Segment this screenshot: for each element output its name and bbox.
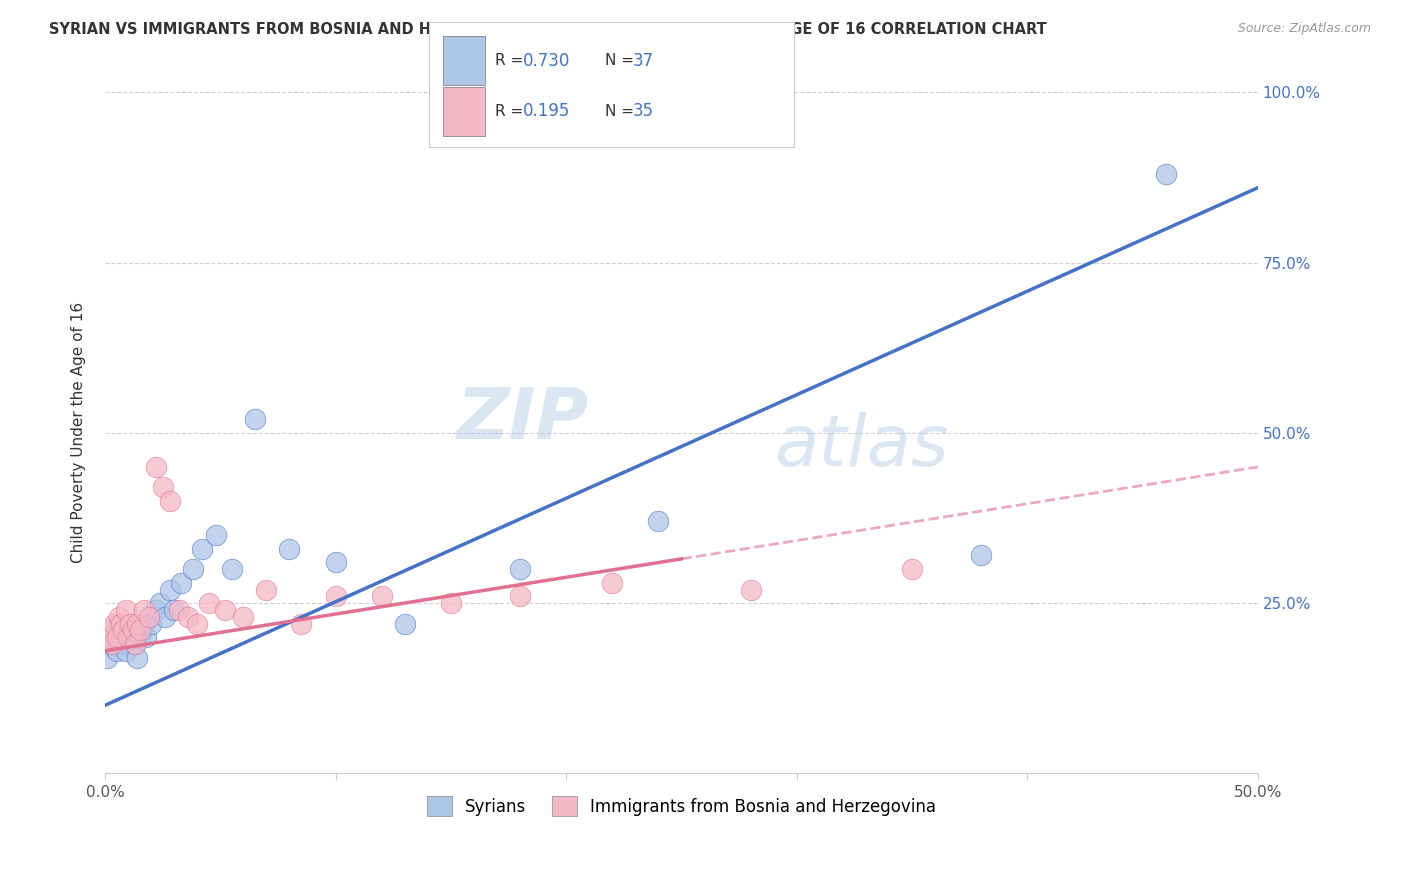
Text: 0.195: 0.195 bbox=[523, 103, 571, 120]
Point bbox=[139, 616, 162, 631]
Point bbox=[124, 637, 146, 651]
Point bbox=[221, 562, 243, 576]
Text: 35: 35 bbox=[633, 103, 654, 120]
Point bbox=[325, 590, 347, 604]
Point bbox=[135, 630, 157, 644]
Point bbox=[121, 624, 143, 638]
Text: 37: 37 bbox=[633, 52, 654, 70]
Text: R =: R = bbox=[495, 104, 529, 119]
Point bbox=[278, 541, 301, 556]
Point bbox=[112, 630, 135, 644]
Text: SYRIAN VS IMMIGRANTS FROM BOSNIA AND HERZEGOVINA CHILD POVERTY UNDER THE AGE OF : SYRIAN VS IMMIGRANTS FROM BOSNIA AND HER… bbox=[49, 22, 1047, 37]
Point bbox=[170, 575, 193, 590]
Point bbox=[186, 616, 208, 631]
Point bbox=[509, 562, 531, 576]
Point bbox=[214, 603, 236, 617]
Point bbox=[128, 630, 150, 644]
Point bbox=[101, 630, 124, 644]
Point bbox=[96, 630, 118, 644]
Point bbox=[290, 616, 312, 631]
Point bbox=[243, 412, 266, 426]
Point bbox=[159, 582, 181, 597]
Point bbox=[127, 616, 149, 631]
Point bbox=[114, 603, 136, 617]
Point bbox=[117, 630, 139, 644]
Point bbox=[370, 590, 392, 604]
Point bbox=[1154, 167, 1177, 181]
Point bbox=[110, 637, 132, 651]
Point bbox=[177, 609, 200, 624]
Text: Source: ZipAtlas.com: Source: ZipAtlas.com bbox=[1237, 22, 1371, 36]
Text: 0.730: 0.730 bbox=[523, 52, 571, 70]
Point bbox=[114, 644, 136, 658]
Point bbox=[163, 603, 186, 617]
Point bbox=[128, 624, 150, 638]
Point bbox=[134, 603, 156, 617]
Point bbox=[509, 590, 531, 604]
Point bbox=[600, 575, 623, 590]
Point bbox=[121, 616, 143, 631]
Point bbox=[145, 603, 167, 617]
Point bbox=[901, 562, 924, 576]
Point bbox=[108, 616, 131, 631]
Point bbox=[124, 637, 146, 651]
Point bbox=[325, 555, 347, 569]
Point bbox=[98, 637, 121, 651]
Point bbox=[105, 630, 128, 644]
Text: N =: N = bbox=[605, 104, 638, 119]
Point bbox=[191, 541, 214, 556]
Point bbox=[254, 582, 277, 597]
Y-axis label: Child Poverty Under the Age of 16: Child Poverty Under the Age of 16 bbox=[72, 302, 86, 564]
Text: R =: R = bbox=[495, 54, 529, 68]
Text: N =: N = bbox=[605, 54, 638, 68]
Point bbox=[167, 603, 190, 617]
Point bbox=[138, 609, 160, 624]
Point bbox=[120, 616, 142, 631]
Point bbox=[131, 624, 153, 638]
Point bbox=[232, 609, 254, 624]
Point bbox=[98, 624, 121, 638]
Point bbox=[204, 528, 226, 542]
Point bbox=[440, 596, 463, 610]
Point bbox=[103, 624, 125, 638]
Point bbox=[127, 650, 149, 665]
Point bbox=[197, 596, 219, 610]
Text: ZIP: ZIP bbox=[457, 384, 589, 454]
Point bbox=[647, 515, 669, 529]
Point bbox=[120, 630, 142, 644]
Point bbox=[145, 459, 167, 474]
Point bbox=[159, 494, 181, 508]
Point bbox=[108, 609, 131, 624]
Point bbox=[394, 616, 416, 631]
Point bbox=[181, 562, 204, 576]
Point bbox=[134, 616, 156, 631]
Point bbox=[101, 637, 124, 651]
Point bbox=[149, 596, 172, 610]
Point bbox=[96, 650, 118, 665]
Point bbox=[112, 624, 135, 638]
Point bbox=[152, 480, 174, 494]
Text: atlas: atlas bbox=[773, 412, 948, 481]
Point bbox=[110, 616, 132, 631]
Point bbox=[740, 582, 762, 597]
Point bbox=[970, 549, 993, 563]
Legend: Syrians, Immigrants from Bosnia and Herzegovina: Syrians, Immigrants from Bosnia and Herz… bbox=[420, 789, 942, 823]
Point bbox=[153, 609, 176, 624]
Point bbox=[103, 616, 125, 631]
Point bbox=[105, 644, 128, 658]
Point bbox=[117, 624, 139, 638]
